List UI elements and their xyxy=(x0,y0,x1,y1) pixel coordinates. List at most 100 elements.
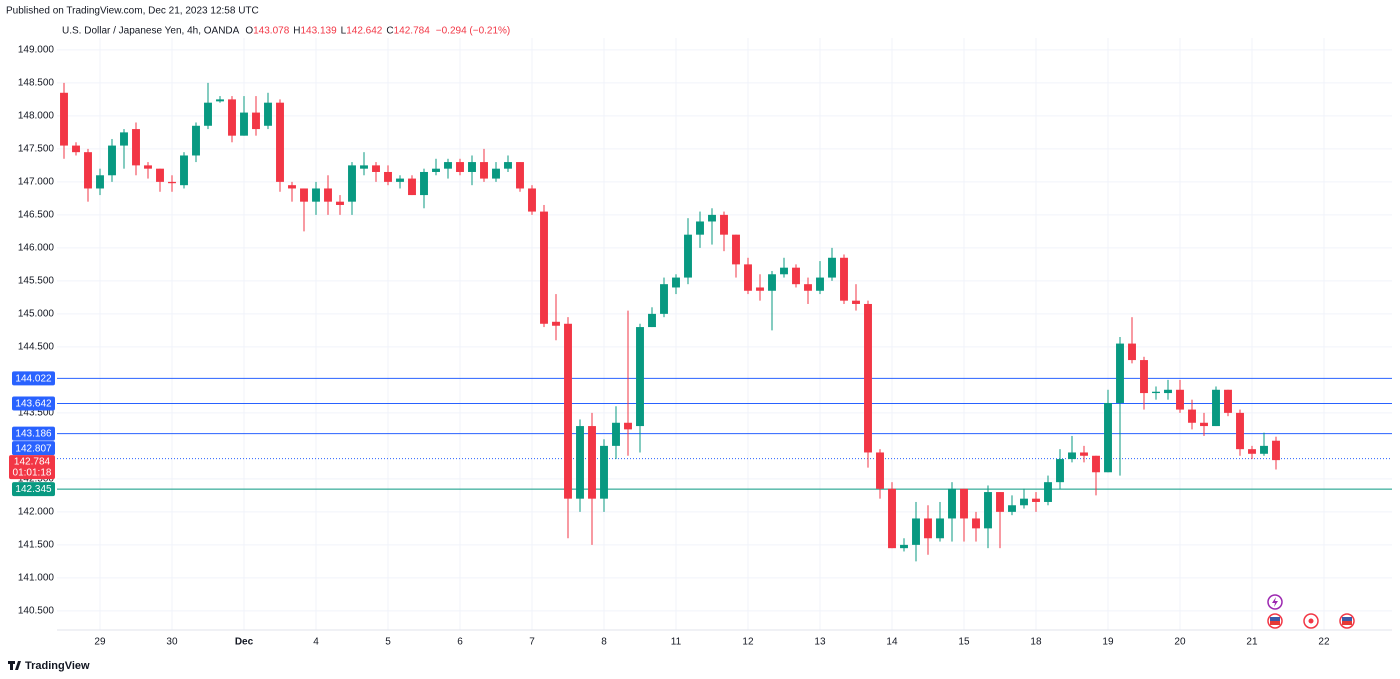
candle-body xyxy=(1140,360,1148,394)
candle-body xyxy=(324,188,332,202)
candle-body xyxy=(444,162,452,169)
chart-header: U.S. Dollar / Japanese Yen, 4h, OANDA O 14… xyxy=(62,26,510,37)
candle-body xyxy=(396,178,404,182)
candle-body xyxy=(720,214,728,235)
candle-body xyxy=(228,99,236,136)
candle-body xyxy=(420,171,428,196)
x-tick-label: 21 xyxy=(1246,637,1258,648)
candle-body xyxy=(984,492,992,529)
candle-body xyxy=(348,165,356,202)
candle-body xyxy=(456,162,464,172)
candle-body xyxy=(432,168,440,172)
candle-body xyxy=(516,162,524,189)
candle-body xyxy=(708,214,716,222)
candle-body xyxy=(528,188,536,212)
y-tick-label: 140.500 xyxy=(18,606,55,617)
candle-body xyxy=(492,168,500,179)
candle-body xyxy=(540,211,548,324)
candle-body xyxy=(384,171,392,182)
candle-body xyxy=(1212,389,1220,427)
y-tick-label: 147.000 xyxy=(18,177,55,188)
y-tick-label: 145.000 xyxy=(18,309,55,320)
candle-body xyxy=(1224,389,1232,413)
ohlc-value: 142.642 xyxy=(346,26,383,37)
y-tick-label: 144.500 xyxy=(18,342,55,353)
candle-body xyxy=(156,168,164,182)
ohlc-label: C xyxy=(386,26,393,37)
candle-body xyxy=(660,284,668,314)
axes: 140.500141.000141.500142.000142.500143.5… xyxy=(9,45,1330,648)
candle-body xyxy=(84,152,92,189)
candle-body xyxy=(336,201,344,205)
price-line-label-box xyxy=(12,426,55,441)
x-tick-label: Dec xyxy=(235,637,254,648)
price-line-label-box xyxy=(12,371,55,386)
candle-body xyxy=(1128,343,1136,361)
candle-body xyxy=(852,300,860,304)
x-tick-label: 18 xyxy=(1030,637,1042,648)
x-tick-label: 20 xyxy=(1174,637,1186,648)
candle-body xyxy=(744,264,752,291)
price-line-label: 142.345 xyxy=(15,484,52,495)
y-tick-label: 141.500 xyxy=(18,540,55,551)
candle-body xyxy=(1188,409,1196,423)
price-line-label-box xyxy=(12,441,55,456)
x-tick-label: 30 xyxy=(166,637,178,648)
last-price-box xyxy=(9,455,55,480)
candle-body xyxy=(1056,459,1064,483)
candle-body xyxy=(1104,402,1112,473)
candles xyxy=(60,82,1280,562)
candle-body xyxy=(768,274,776,291)
candle-body xyxy=(264,102,272,126)
candle-body xyxy=(480,162,488,179)
x-tick-label: 13 xyxy=(814,637,826,648)
x-tick-label: 11 xyxy=(671,637,682,648)
price-lines xyxy=(57,377,1392,490)
ohlc-value: 142.784 xyxy=(394,26,431,37)
candle-body xyxy=(1080,452,1088,456)
candle-body xyxy=(1236,412,1244,450)
x-tick-label: 6 xyxy=(457,637,463,648)
price-line-label: 144.022 xyxy=(15,374,52,385)
candle-body xyxy=(1200,422,1208,427)
candle-body xyxy=(912,518,920,545)
candle-body xyxy=(276,102,284,182)
candle-body xyxy=(924,518,932,539)
candle-body xyxy=(168,181,176,184)
ohlc-label: H xyxy=(293,26,300,37)
x-tick-label: 5 xyxy=(385,637,391,648)
candle-body xyxy=(996,492,1004,512)
candle-body xyxy=(1032,498,1040,502)
published-note: Published on TradingView.com, Dec 21, 20… xyxy=(6,6,259,17)
candle-body xyxy=(840,257,848,301)
y-tick-label: 142.000 xyxy=(18,507,55,518)
y-tick-label: 148.000 xyxy=(18,111,55,122)
candle-body xyxy=(864,303,872,453)
candle-body xyxy=(756,287,764,291)
event-icons xyxy=(1267,594,1355,629)
candle-body xyxy=(408,178,416,196)
x-tick-label: 7 xyxy=(529,637,535,648)
candle-body xyxy=(972,518,980,529)
candle-body xyxy=(192,125,200,156)
candle-body xyxy=(1020,498,1028,506)
ohlc-value: 143.139 xyxy=(301,26,338,37)
candle-body xyxy=(936,518,944,539)
candle-body xyxy=(600,445,608,499)
candle-body xyxy=(648,313,656,328)
x-tick-label: 8 xyxy=(601,637,607,648)
y-tick-label: 148.500 xyxy=(18,78,55,89)
price-line-label-box xyxy=(12,396,55,411)
candle-body xyxy=(576,426,584,499)
candle-body xyxy=(564,323,572,499)
candle-body xyxy=(300,188,308,202)
price-line-label: 143.186 xyxy=(15,429,52,440)
candle-body xyxy=(624,422,632,430)
x-tick-label: 15 xyxy=(958,637,970,648)
x-tick-label: 4 xyxy=(313,637,319,648)
price-line-label: 142.807 xyxy=(15,443,52,454)
candle-body xyxy=(684,234,692,278)
y-tick-label: 147.500 xyxy=(18,144,55,155)
x-tick-label: 12 xyxy=(742,637,754,648)
